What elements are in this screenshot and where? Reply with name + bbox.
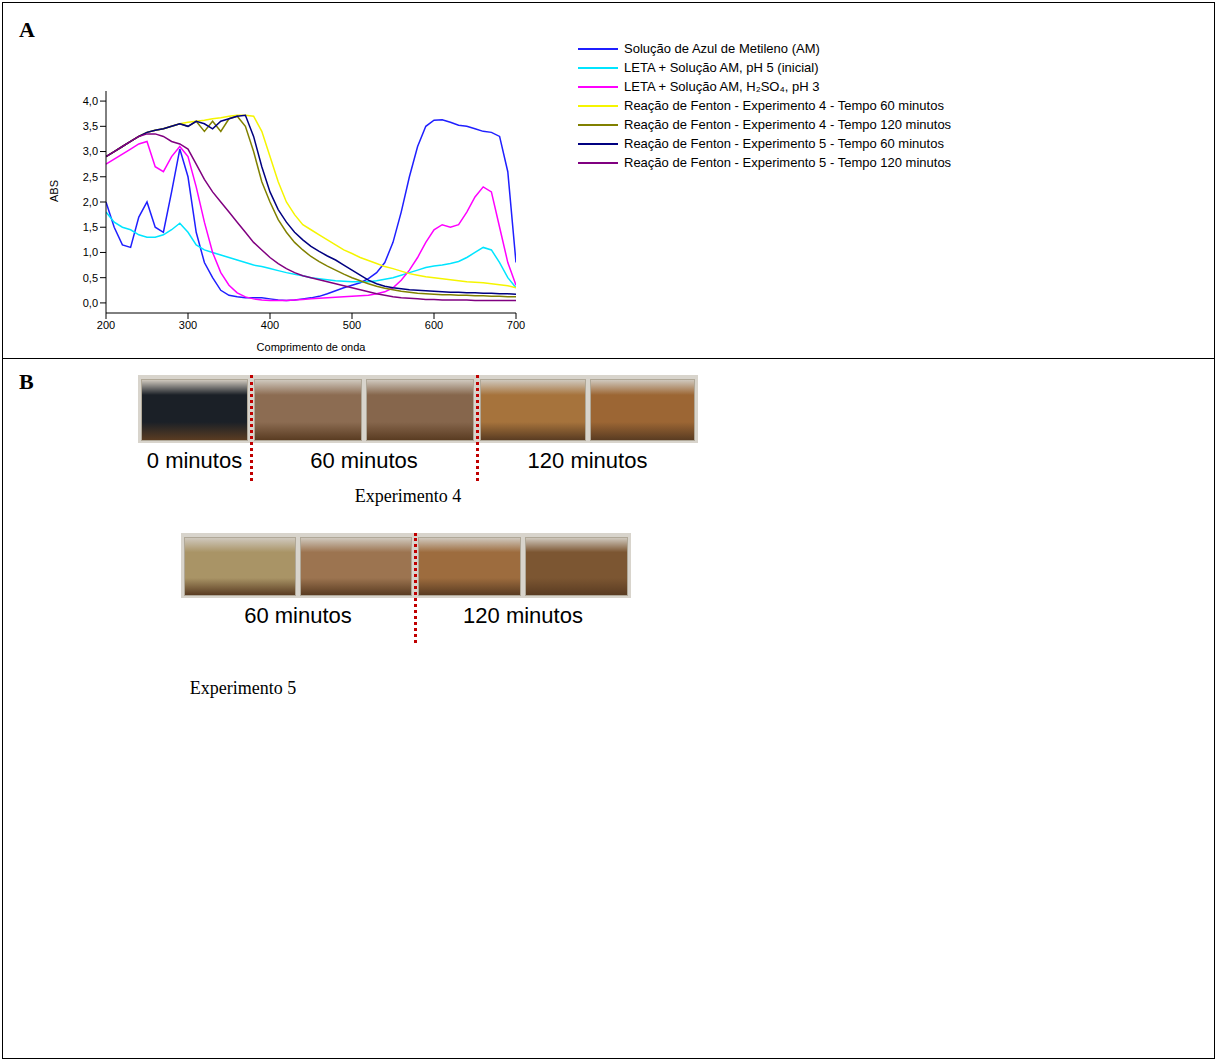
html-text:A: A — [19, 17, 35, 42]
svg-text:3,0: 3,0 — [83, 145, 98, 157]
html-text:Reação de Fenton - Experimento: Reação de Fenton - Experimento 4 - Tempo… — [624, 117, 952, 132]
svg-text:0,0: 0,0 — [83, 297, 98, 309]
html-text:Experimento 5: Experimento 5 — [189, 678, 297, 698]
html-text:Reação de Fenton - Experimento: Reação de Fenton - Experimento 5 - Tempo… — [624, 155, 952, 170]
svg-text:500: 500 — [343, 319, 361, 331]
svg-text:1,5: 1,5 — [83, 221, 98, 233]
svg-text:300: 300 — [179, 319, 197, 331]
svg-text:400: 400 — [261, 319, 279, 331]
svg-text:Comprimento de onda: Comprimento de onda — [257, 341, 367, 353]
html-text:LETA + Solução AM, pH 5 (inici: LETA + Solução AM, pH 5 (inicial) — [624, 60, 819, 75]
svg-text:2,5: 2,5 — [83, 171, 98, 183]
html-text:Reação de Fenton - Experimento: Reação de Fenton - Experimento 4 - Tempo… — [624, 98, 944, 113]
html-text:0 minutos: 0 minutos — [146, 448, 243, 473]
svg-text:3,5: 3,5 — [83, 120, 98, 132]
html-text:120 minutos: 120 minutos — [463, 603, 583, 628]
svg-text:600: 600 — [425, 319, 443, 331]
svg-text:1,0: 1,0 — [83, 246, 98, 258]
svg-text:4,0: 4,0 — [83, 95, 98, 107]
html-text:60 minutos: 60 minutos — [310, 448, 418, 473]
html-text:60 minutos: 60 minutos — [244, 603, 352, 628]
html-text:LETA + Solução AM, H₂SO₄, pH 3: LETA + Solução AM, H₂SO₄, pH 3 — [624, 79, 820, 94]
html-text:120 minutos: 120 minutos — [527, 448, 648, 473]
svg-text:0,5: 0,5 — [83, 272, 98, 284]
svg-text:2,0: 2,0 — [83, 196, 98, 208]
svg-text:ABS: ABS — [48, 180, 60, 202]
html-text:Solução de Azul de Metileno (A: Solução de Azul de Metileno (AM) — [624, 41, 820, 56]
html-text:Experimento 4: Experimento 4 — [354, 486, 462, 506]
svg-text:200: 200 — [97, 319, 115, 331]
svg-text:700: 700 — [507, 319, 525, 331]
html-text:B: B — [19, 369, 34, 394]
html-text:Reação de Fenton - Experimento: Reação de Fenton - Experimento 5 - Tempo… — [624, 136, 944, 151]
